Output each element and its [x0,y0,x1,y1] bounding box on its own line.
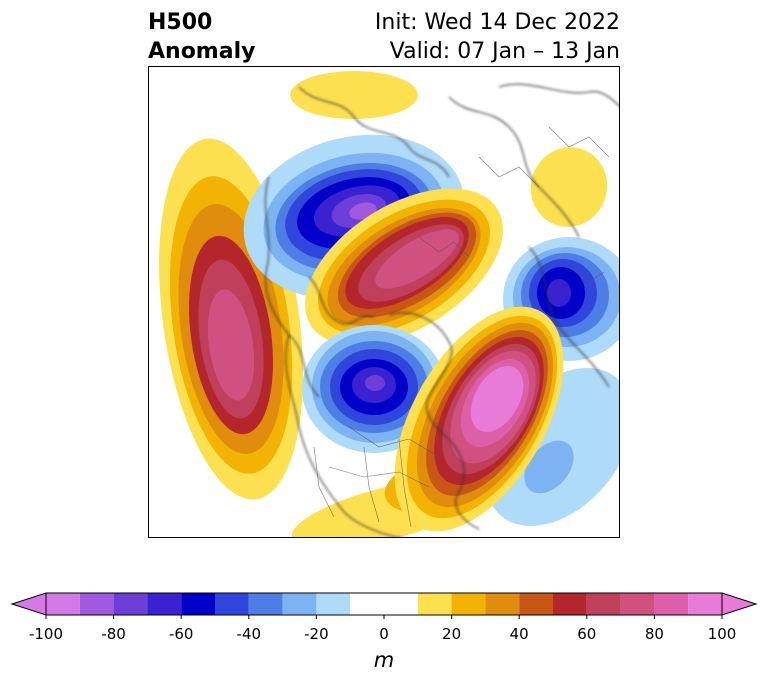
colorbar [10,592,758,619]
colorbar-tick-label: 60 [577,625,597,643]
colorbar-cell [417,593,452,615]
political-borders [313,126,610,528]
ridge-north-atlantic [394,306,564,532]
colorbar-cell [79,593,114,615]
colorbar-cell [654,593,689,615]
ridge-far-north [290,71,418,119]
colorbar-extend-high [721,592,758,616]
title-line-1: H500 [148,10,213,35]
colorbar-tick-label: 20 [442,625,462,643]
ridge-arctic [305,188,503,346]
colorbar-cell [451,593,486,615]
colorbar-cell [46,593,80,615]
init-date-label: Init: Wed 14 Dec 2022 [374,10,620,35]
colorbar-tick-label: 40 [509,625,529,643]
colorbar-tick-label: -80 [101,625,126,643]
colorbar-cell [316,593,351,615]
coastlines [264,83,619,537]
colorbar-tick-label: -100 [28,625,64,643]
title-line-2: Anomaly [148,39,256,64]
colorbar-tick-label: -20 [304,625,329,643]
colorbar-tick-label: -60 [168,625,194,643]
colorbar-cells [46,593,722,615]
colorbar-cell [113,593,148,615]
colorbar-cell [688,593,722,615]
colorbar-cell [620,593,655,615]
map-title: H500 Anomaly [148,8,255,66]
ridge-scandinavia [530,147,608,227]
colorbar-cell [147,593,182,615]
colorbar-cell [485,593,520,615]
map-panel [148,66,620,538]
colorbar-tick-label: 100 [707,625,737,643]
colorbar-extend-low [10,592,47,616]
date-info: Init: Wed 14 Dec 2022 Valid: 07 Jan – 13… [375,8,620,66]
colorbar-cell [181,593,215,615]
colorbar-tick-label: -40 [236,625,262,643]
valid-date-label: Valid: 07 Jan – 13 Jan [389,39,620,64]
colorbar-cell [282,593,317,615]
colorbar-cell [215,593,249,615]
colorbar-cell [519,593,553,615]
anomaly-map [159,71,619,537]
colorbar-cell [553,593,587,615]
colorbar-tick-label: 80 [644,625,664,643]
colorbar-tick-label: 0 [379,625,389,643]
colorbar-ticks [45,615,723,619]
colorbar-cell [350,593,418,615]
colorbar-unit-label: m [373,648,395,672]
colorbar-cell [248,593,283,615]
colorbar-cell [586,593,621,615]
